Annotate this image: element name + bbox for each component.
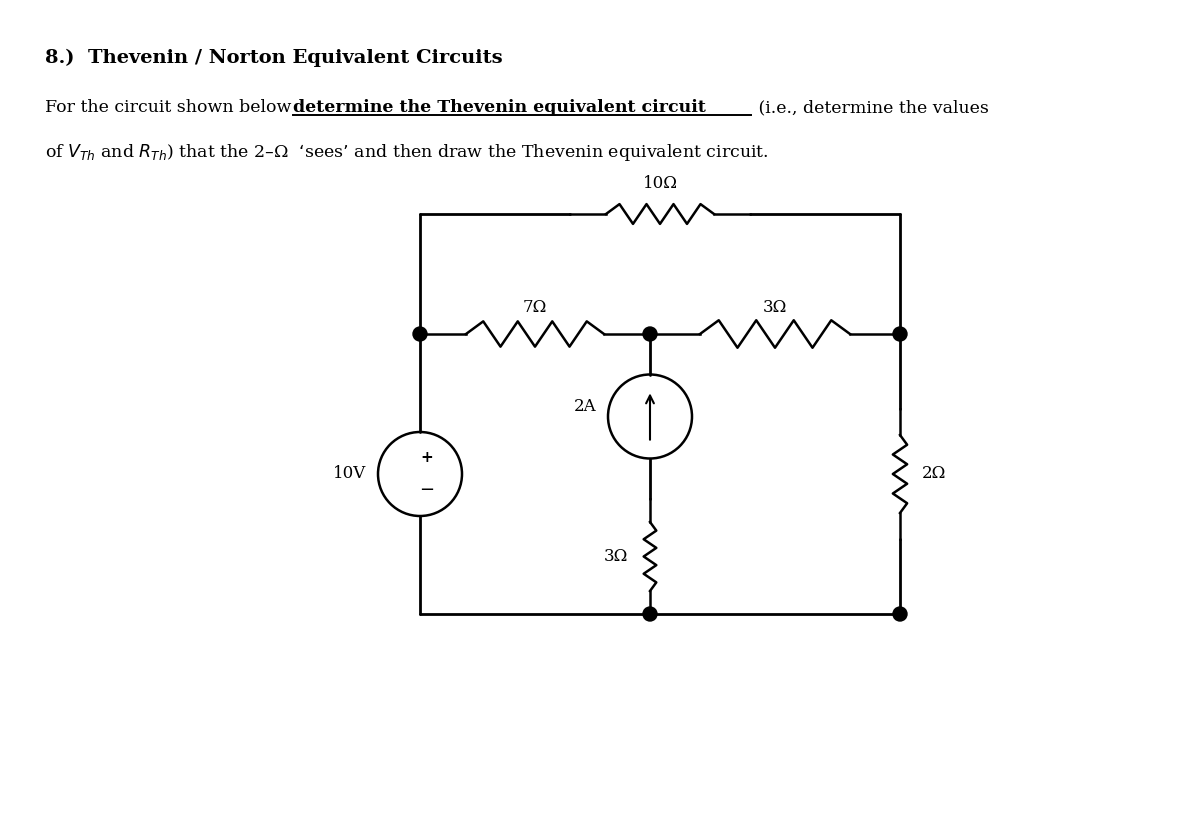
Text: determine the Thevenin equivalent circuit: determine the Thevenin equivalent circui… bbox=[292, 99, 706, 116]
Circle shape bbox=[643, 607, 657, 621]
Text: 7Ω: 7Ω bbox=[523, 299, 547, 316]
Text: +: + bbox=[420, 450, 433, 465]
Text: 8.)  Thevenin / Norton Equivalent Circuits: 8.) Thevenin / Norton Equivalent Circuit… bbox=[45, 49, 503, 68]
Circle shape bbox=[643, 327, 657, 341]
Circle shape bbox=[893, 327, 907, 341]
Text: −: − bbox=[419, 481, 435, 499]
Text: 3Ω: 3Ω bbox=[762, 299, 787, 316]
Text: 10Ω: 10Ω bbox=[643, 175, 677, 192]
Text: 10V: 10V bbox=[333, 465, 366, 483]
Text: 3Ω: 3Ω bbox=[604, 548, 628, 565]
Text: For the circuit shown below: For the circuit shown below bbox=[45, 99, 297, 116]
Circle shape bbox=[413, 327, 427, 341]
Circle shape bbox=[893, 607, 907, 621]
Text: (i.e., determine the values: (i.e., determine the values bbox=[753, 99, 989, 116]
Text: of $V_{Th}$ and $R_{Th}$) that the 2–Ω  ‘sees’ and then draw the Thevenin equiva: of $V_{Th}$ and $R_{Th}$) that the 2–Ω ‘… bbox=[45, 142, 768, 163]
Text: 2Ω: 2Ω bbox=[922, 465, 946, 483]
Text: 2A: 2A bbox=[573, 398, 596, 415]
